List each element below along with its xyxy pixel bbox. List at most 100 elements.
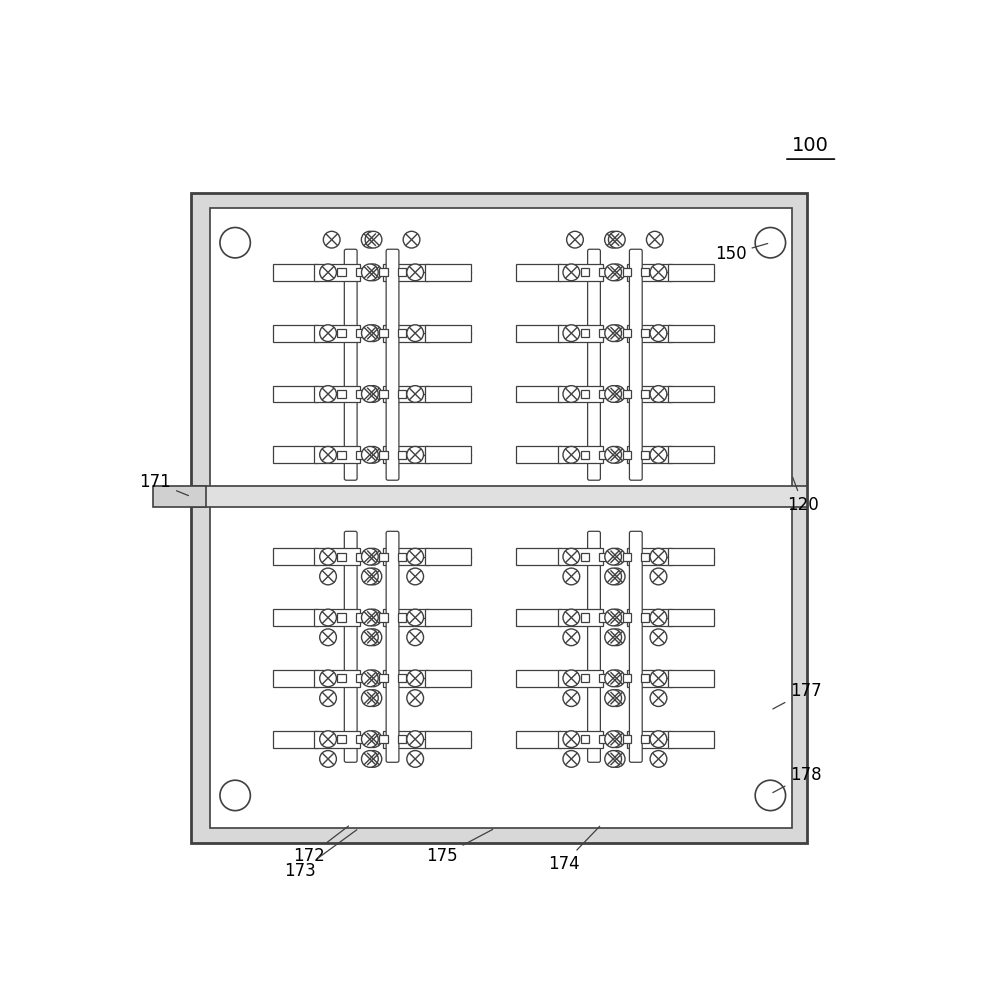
- Circle shape: [605, 609, 622, 626]
- Bar: [668, 446, 714, 463]
- Bar: [337, 329, 345, 337]
- Bar: [356, 735, 364, 743]
- Circle shape: [320, 751, 336, 767]
- Bar: [314, 386, 360, 402]
- Circle shape: [365, 386, 382, 402]
- Bar: [337, 674, 345, 682]
- Bar: [516, 446, 561, 463]
- Circle shape: [220, 780, 250, 811]
- Circle shape: [320, 386, 336, 402]
- Bar: [397, 674, 406, 682]
- Circle shape: [407, 325, 424, 342]
- Bar: [191, 486, 807, 507]
- Bar: [581, 390, 589, 398]
- Bar: [384, 731, 429, 748]
- Bar: [516, 264, 561, 281]
- Bar: [397, 268, 406, 276]
- Circle shape: [320, 325, 336, 342]
- Bar: [581, 268, 589, 276]
- Bar: [557, 325, 603, 342]
- Bar: [384, 670, 429, 687]
- Circle shape: [650, 264, 667, 281]
- Circle shape: [362, 629, 379, 646]
- Circle shape: [407, 264, 424, 281]
- FancyBboxPatch shape: [588, 249, 600, 480]
- Bar: [599, 390, 607, 398]
- Bar: [380, 674, 387, 682]
- Circle shape: [365, 264, 382, 281]
- Circle shape: [365, 629, 382, 646]
- Bar: [581, 735, 589, 743]
- FancyBboxPatch shape: [387, 249, 399, 480]
- Circle shape: [362, 731, 379, 748]
- Circle shape: [563, 386, 580, 402]
- Bar: [668, 548, 714, 565]
- Circle shape: [362, 548, 379, 565]
- Bar: [273, 386, 318, 402]
- Circle shape: [407, 446, 424, 463]
- Bar: [273, 264, 318, 281]
- Bar: [623, 553, 631, 561]
- Bar: [337, 735, 345, 743]
- Bar: [397, 613, 406, 622]
- Bar: [337, 553, 345, 561]
- Bar: [356, 553, 364, 561]
- Bar: [623, 613, 631, 622]
- Circle shape: [407, 731, 424, 748]
- FancyBboxPatch shape: [344, 531, 357, 762]
- Circle shape: [605, 548, 622, 565]
- Circle shape: [324, 231, 340, 248]
- Bar: [599, 735, 607, 743]
- Text: 174: 174: [547, 826, 599, 873]
- Bar: [425, 670, 471, 687]
- Circle shape: [320, 629, 336, 646]
- FancyBboxPatch shape: [387, 531, 399, 762]
- Circle shape: [605, 386, 622, 402]
- Bar: [599, 674, 607, 682]
- Bar: [641, 674, 649, 682]
- Circle shape: [365, 446, 382, 463]
- Bar: [380, 613, 387, 622]
- Bar: [641, 613, 649, 622]
- Bar: [599, 451, 607, 459]
- Circle shape: [362, 446, 379, 463]
- Circle shape: [320, 670, 336, 687]
- Text: 173: 173: [284, 830, 357, 880]
- Bar: [627, 446, 672, 463]
- Bar: [153, 486, 206, 507]
- Circle shape: [650, 568, 667, 585]
- Bar: [425, 264, 471, 281]
- Bar: [599, 268, 607, 276]
- Bar: [273, 731, 318, 748]
- Bar: [668, 264, 714, 281]
- Bar: [557, 609, 603, 626]
- Bar: [356, 613, 364, 622]
- Circle shape: [563, 690, 580, 706]
- Circle shape: [650, 609, 667, 626]
- Circle shape: [403, 231, 420, 248]
- Text: 177: 177: [773, 682, 822, 709]
- Bar: [384, 446, 429, 463]
- Circle shape: [407, 690, 424, 706]
- Circle shape: [365, 731, 382, 748]
- Circle shape: [755, 780, 786, 811]
- Bar: [641, 451, 649, 459]
- Bar: [314, 264, 360, 281]
- Bar: [627, 264, 672, 281]
- Bar: [627, 731, 672, 748]
- Bar: [337, 613, 345, 622]
- Bar: [516, 548, 561, 565]
- Bar: [581, 613, 589, 622]
- Bar: [314, 670, 360, 687]
- Circle shape: [362, 264, 379, 281]
- Bar: [516, 670, 561, 687]
- Bar: [641, 268, 649, 276]
- Bar: [273, 548, 318, 565]
- Bar: [356, 268, 364, 276]
- Circle shape: [608, 325, 625, 342]
- Circle shape: [563, 731, 580, 748]
- Text: 175: 175: [426, 829, 492, 865]
- Circle shape: [320, 264, 336, 281]
- Circle shape: [608, 751, 625, 767]
- Circle shape: [650, 325, 667, 342]
